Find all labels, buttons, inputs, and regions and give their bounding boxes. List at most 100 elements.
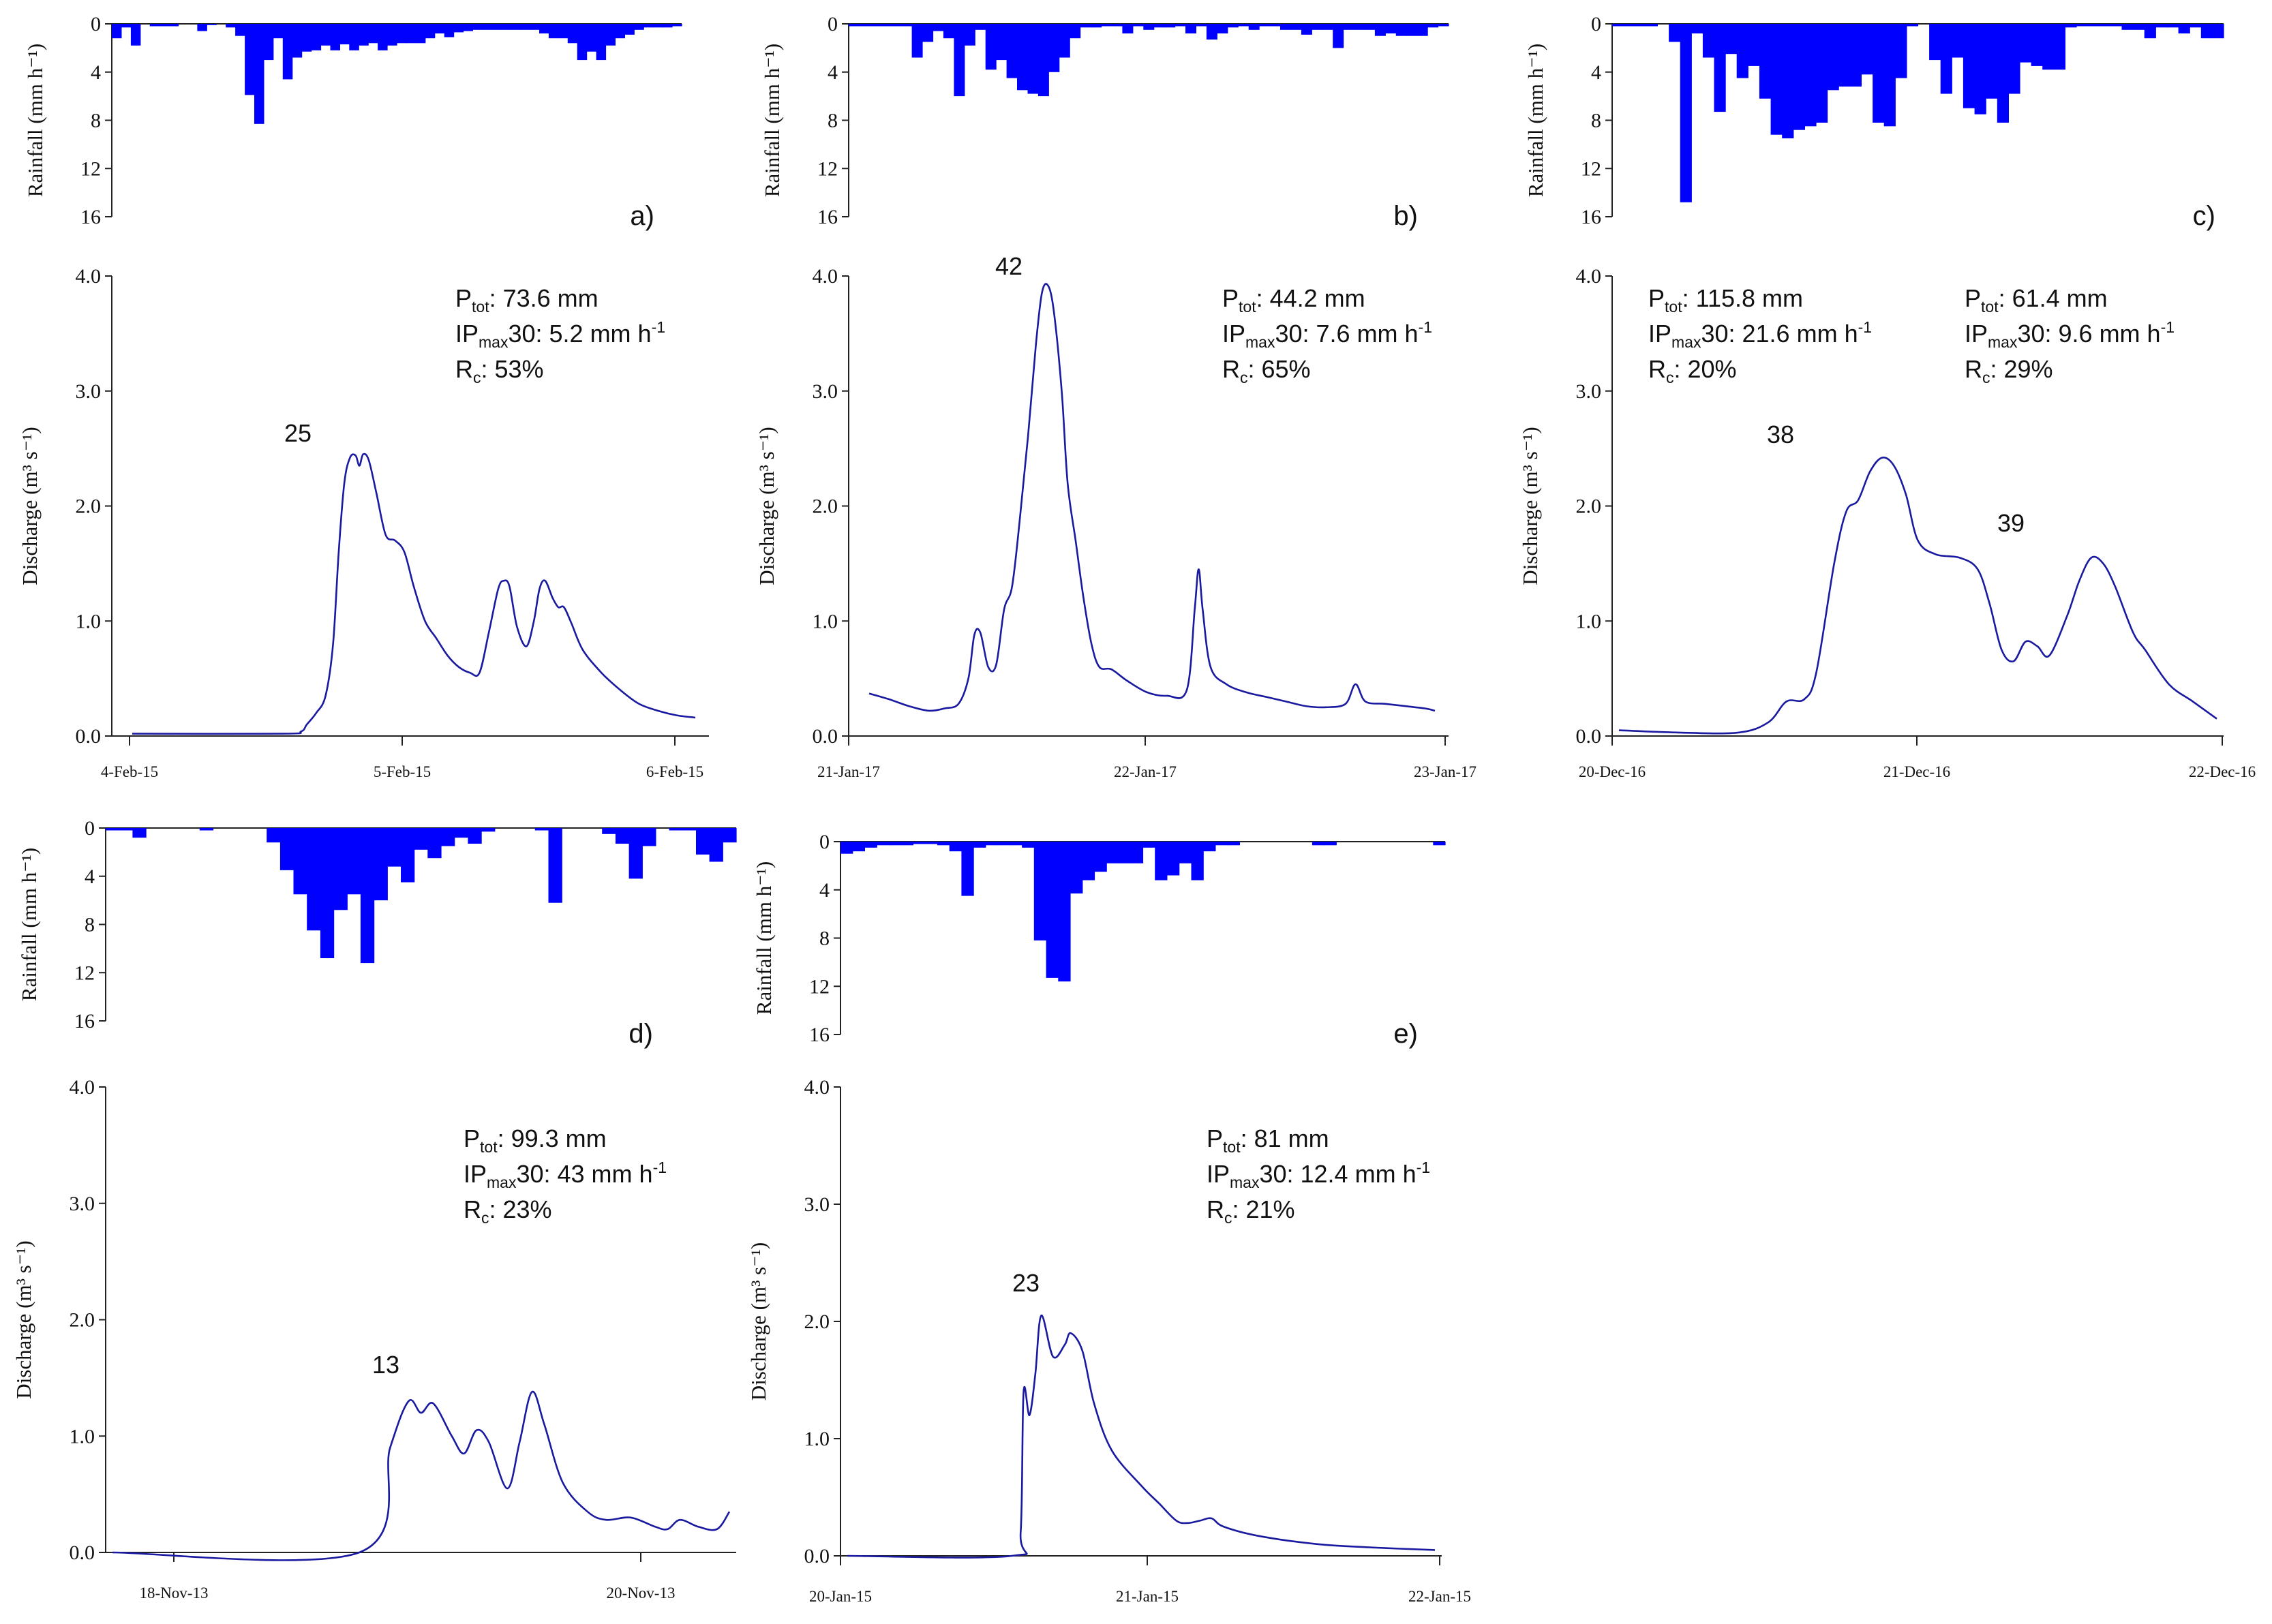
info-ipmax30: IPmax30: 5.2 mm h-1 — [455, 318, 665, 351]
rain-bar — [1433, 842, 1446, 846]
rain-bar — [628, 828, 643, 879]
rain-bar — [1070, 842, 1083, 894]
rain-y-tick-label: 12 — [809, 975, 830, 998]
rain-bar — [964, 24, 975, 46]
q-y-tick-label: 0.0 — [76, 725, 102, 748]
rain-bar — [1322, 24, 1333, 30]
rain-bar — [937, 842, 950, 846]
rain-bar — [415, 24, 426, 44]
rain-bar — [2053, 24, 2065, 70]
rain-bar — [1929, 24, 1941, 61]
rain-bar — [1130, 842, 1144, 863]
rain-bar — [1203, 842, 1216, 852]
discharge-line — [847, 1315, 1436, 1559]
q-y-tick-label: 2.0 — [76, 495, 102, 518]
rain-bar — [2133, 24, 2145, 30]
rain-bar — [672, 24, 682, 27]
q-x-tick-label: 20-Jan-15 — [809, 1588, 872, 1605]
rain-bar — [387, 828, 402, 867]
rain-bar — [586, 24, 597, 52]
q-y-tick-label: 0.0 — [804, 1545, 830, 1567]
rain-bar — [292, 24, 303, 58]
rain-bar — [925, 842, 938, 844]
rain-bar — [1646, 24, 1658, 27]
q-x-tick-label: 22-Jan-17 — [1114, 763, 1177, 780]
rain-bar — [349, 24, 359, 50]
rain-bar — [682, 828, 697, 831]
rain-bar — [481, 828, 496, 832]
rain-bar — [1883, 24, 1896, 127]
rain-bar — [859, 24, 870, 27]
rain-bar — [1058, 842, 1071, 982]
q-y-tick-label: 4.0 — [70, 1076, 95, 1099]
q-y-tick-label: 3.0 — [76, 380, 102, 403]
rain-bar — [961, 842, 974, 896]
rain-bar — [669, 828, 683, 831]
rain-bar — [320, 828, 335, 958]
rain-bar — [548, 24, 559, 39]
rain-y-label-wrap: Rainfall (mm h⁻¹) — [23, 44, 47, 197]
q-x-tick-label: 22-Dec-16 — [2189, 763, 2256, 780]
rain-bar — [1106, 842, 1119, 863]
q-y-tick-label: 0.0 — [1576, 725, 1602, 748]
rain-y-label: Rainfall (mm h⁻¹) — [1524, 44, 1547, 197]
rain-bar — [1691, 24, 1703, 34]
rain-bar — [1427, 24, 1439, 28]
rain-bar — [1094, 842, 1107, 872]
rain-bar — [1143, 24, 1155, 30]
rain-bar — [1952, 24, 1964, 58]
rain-bar — [1037, 24, 1049, 97]
panel-b: 0 4 8 12 16 b) 0.0 1.0 2.0 3.0 4.0 21-Jan-17 22-Jan-… — [813, 13, 1476, 780]
rain-bar — [434, 24, 445, 34]
rain-y-tick-label: 12 — [817, 157, 838, 180]
rain-bar — [1122, 24, 1134, 34]
rain-bar — [1816, 24, 1828, 123]
rain-bar — [1364, 24, 1376, 30]
rain-bar — [596, 24, 607, 61]
rain-bar — [279, 828, 294, 870]
rain-bar — [1736, 24, 1748, 78]
rain-bar — [1022, 842, 1035, 848]
rain-bar — [1280, 24, 1291, 30]
q-y-tick-label: 3.0 — [804, 1193, 830, 1216]
rain-bar — [197, 24, 207, 31]
rain-bar — [997, 842, 1010, 846]
rain-bar — [864, 842, 877, 848]
rain-bar — [378, 24, 388, 50]
rain-y-tick-label: 4 — [85, 865, 95, 888]
q-x-tick-label: 6-Feb-15 — [646, 763, 703, 780]
rain-bar — [1217, 24, 1228, 34]
rain-bar — [1006, 24, 1018, 78]
rain-bar — [1227, 842, 1240, 846]
rain-bar — [1759, 24, 1772, 99]
rain-bar — [1312, 24, 1323, 30]
rain-y-tick-label: 8 — [85, 914, 95, 936]
rain-bar — [1017, 24, 1028, 91]
q-y-label: Discharge (m³ s⁻¹) — [1518, 427, 1542, 585]
rain-bar — [520, 24, 530, 30]
rain-bar — [1623, 24, 1635, 27]
q-y-label: Discharge (m³ s⁻¹) — [12, 1240, 35, 1398]
rain-bar — [2087, 24, 2100, 27]
rain-bar — [913, 842, 926, 844]
rain-bar — [1333, 24, 1344, 48]
rain-bar — [441, 828, 455, 846]
rain-bar — [1725, 24, 1738, 55]
rain-bar — [1059, 24, 1070, 58]
rain-bar — [2144, 24, 2156, 39]
rain-bar — [1046, 842, 1059, 978]
rain-bar — [1301, 24, 1312, 35]
rain-bar — [1142, 842, 1155, 848]
rain-y-tick-label: 8 — [91, 110, 101, 132]
q-y-tick-label: 1.0 — [813, 610, 838, 632]
rain-bar — [132, 828, 147, 838]
q-x-tick-label: 22-Jan-15 — [1408, 1588, 1471, 1605]
rain-bar — [840, 842, 853, 854]
rain-bar — [2099, 24, 2111, 27]
rain-bar — [463, 24, 473, 31]
q-y-tick-label: 3.0 — [813, 380, 838, 403]
rain-bar — [282, 24, 293, 80]
rain-bar — [1248, 24, 1260, 30]
rain-bar — [1033, 842, 1047, 940]
rain-bar — [869, 24, 881, 27]
